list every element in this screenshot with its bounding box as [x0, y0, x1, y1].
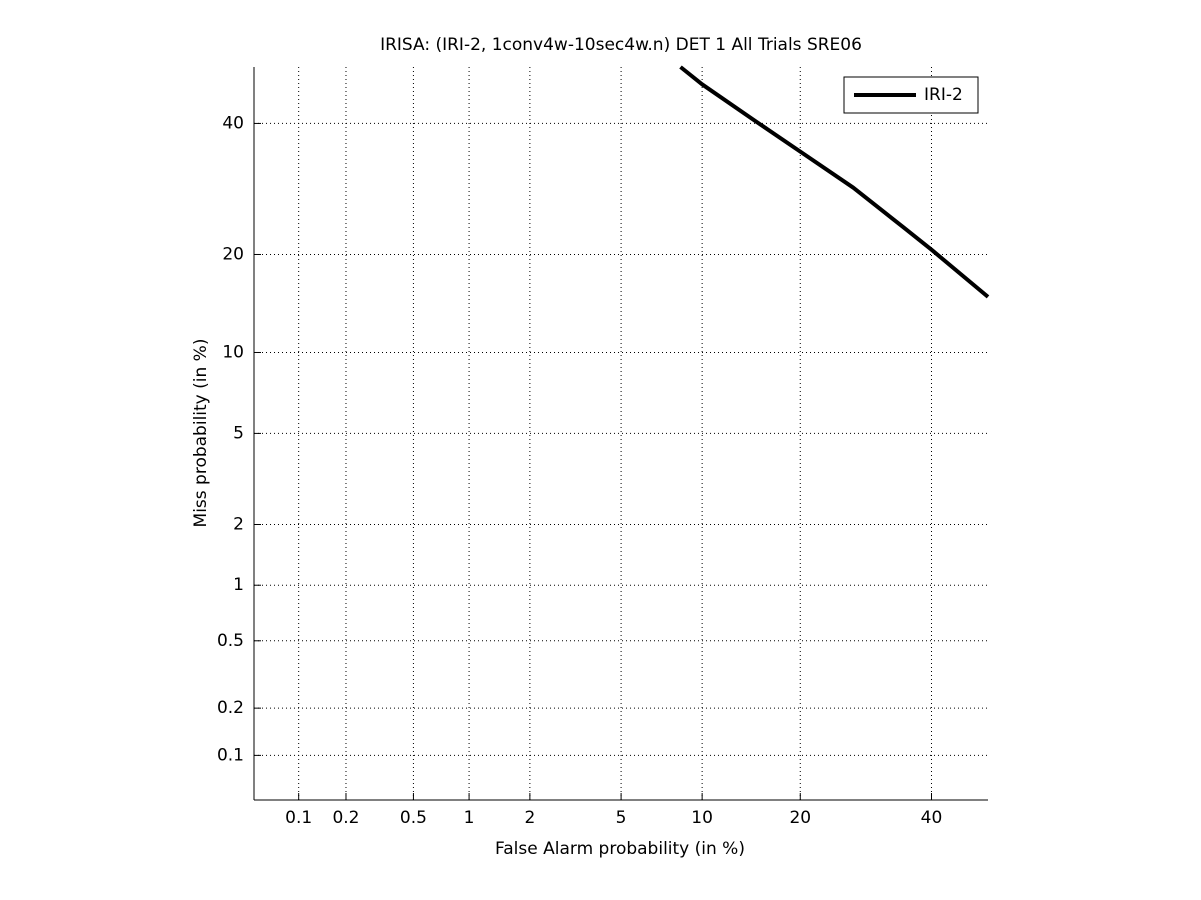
x-axis-label: False Alarm probability (in %) [495, 839, 745, 859]
y-tick-label: 20 [222, 244, 244, 264]
series-line [679, 65, 990, 299]
y-tick-label: 0.1 [217, 745, 244, 765]
x-tick-label: 1 [464, 808, 475, 828]
x-tick-label: 5 [616, 808, 627, 828]
x-tick-label: 2 [524, 808, 535, 828]
y-tick-label: 40 [222, 113, 244, 133]
y-tick-label: 1 [233, 575, 244, 595]
x-tick-label: 20 [789, 808, 811, 828]
y-tick-label: 0.2 [217, 698, 244, 718]
x-tick-label: 40 [921, 808, 943, 828]
y-tick-label: 5 [233, 423, 244, 443]
x-tick-label: 0.5 [400, 808, 427, 828]
x-tick-label: 0.2 [332, 808, 359, 828]
y-tick-label: 2 [233, 514, 244, 534]
y-tick-label: 0.5 [217, 631, 244, 651]
chart-title: IRISA: (IRI-2, 1conv4w-10sec4w.n) DET 1 … [380, 35, 862, 55]
y-axis-label: Miss probability (in %) [191, 339, 211, 528]
x-tick-label: 0.1 [285, 808, 312, 828]
legend-label: IRI-2 [924, 85, 963, 105]
x-tick-label: 10 [691, 808, 713, 828]
y-tick-label: 10 [222, 342, 244, 362]
